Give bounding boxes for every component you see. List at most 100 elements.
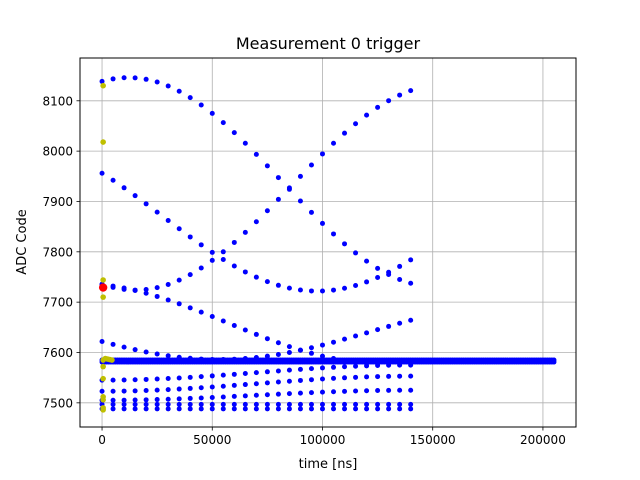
data-point bbox=[319, 220, 325, 226]
data-point bbox=[253, 151, 259, 157]
data-point bbox=[364, 374, 370, 380]
data-point bbox=[143, 397, 149, 403]
data-point bbox=[220, 401, 226, 407]
data-point bbox=[264, 369, 270, 375]
data-point bbox=[187, 406, 193, 412]
data-point bbox=[100, 294, 106, 300]
data-point bbox=[231, 130, 237, 136]
data-point bbox=[342, 241, 348, 247]
data-point bbox=[275, 406, 281, 412]
data-point bbox=[319, 406, 325, 412]
data-point bbox=[187, 305, 193, 311]
data-point bbox=[253, 392, 259, 398]
data-point bbox=[154, 293, 160, 299]
data-point bbox=[209, 384, 215, 390]
data-point bbox=[231, 393, 237, 399]
data-point bbox=[99, 170, 105, 176]
data-point bbox=[132, 388, 138, 394]
data-point bbox=[275, 282, 281, 288]
data-point bbox=[353, 406, 359, 412]
data-point bbox=[342, 401, 348, 407]
data-point bbox=[110, 401, 116, 407]
data-point bbox=[308, 209, 314, 215]
data-point bbox=[231, 401, 237, 407]
data-point bbox=[165, 353, 171, 359]
data-point bbox=[209, 257, 215, 263]
data-point bbox=[353, 250, 359, 256]
data-point bbox=[132, 287, 138, 293]
data-point bbox=[364, 401, 370, 407]
y-tick-label: 7600 bbox=[42, 346, 73, 360]
data-point bbox=[408, 257, 414, 263]
x-tick-label: 0 bbox=[98, 433, 106, 447]
data-point bbox=[319, 365, 325, 371]
data-point bbox=[110, 177, 116, 183]
data-point bbox=[253, 274, 259, 280]
data-point bbox=[308, 345, 314, 351]
data-point bbox=[353, 363, 359, 369]
data-point bbox=[220, 394, 226, 400]
data-point bbox=[176, 406, 182, 412]
x-tick-label: 200000 bbox=[520, 433, 566, 447]
y-tick-label: 7500 bbox=[42, 396, 73, 410]
data-point bbox=[198, 102, 204, 108]
data-point bbox=[187, 272, 193, 278]
data-point bbox=[220, 120, 226, 126]
data-point bbox=[319, 342, 325, 348]
data-point bbox=[397, 406, 403, 412]
data-point bbox=[353, 374, 359, 380]
data-point bbox=[176, 226, 182, 232]
data-point bbox=[342, 130, 348, 136]
data-point bbox=[198, 406, 204, 412]
data-point bbox=[132, 397, 138, 403]
data-point bbox=[100, 407, 106, 413]
data-point bbox=[353, 388, 359, 394]
y-tick-label: 7700 bbox=[42, 296, 73, 310]
data-point bbox=[209, 110, 215, 116]
data-point bbox=[264, 279, 270, 285]
data-point bbox=[397, 401, 403, 407]
data-point bbox=[242, 401, 248, 407]
data-point bbox=[308, 377, 314, 383]
data-point bbox=[209, 394, 215, 400]
data-point bbox=[264, 208, 270, 214]
data-point bbox=[143, 388, 149, 394]
data-point bbox=[110, 406, 116, 412]
data-point bbox=[297, 366, 303, 372]
data-point bbox=[275, 340, 281, 346]
data-point bbox=[264, 380, 270, 386]
data-point bbox=[308, 288, 314, 294]
data-point bbox=[319, 389, 325, 395]
data-point bbox=[364, 112, 370, 118]
data-point bbox=[297, 406, 303, 412]
data-point bbox=[319, 353, 325, 359]
data-point bbox=[375, 104, 381, 110]
data-point bbox=[375, 406, 381, 412]
data-point bbox=[364, 279, 370, 285]
data-points bbox=[98, 75, 557, 413]
data-point bbox=[408, 280, 414, 286]
data-point bbox=[386, 373, 392, 379]
data-point bbox=[100, 397, 106, 403]
data-point bbox=[231, 382, 237, 388]
data-point bbox=[353, 121, 359, 127]
data-point bbox=[165, 83, 171, 89]
data-point bbox=[242, 229, 248, 235]
data-point bbox=[231, 323, 237, 329]
data-point bbox=[408, 401, 414, 407]
data-point bbox=[408, 373, 414, 379]
data-point bbox=[154, 376, 160, 382]
data-point bbox=[308, 162, 314, 168]
data-point bbox=[397, 320, 403, 326]
data-point bbox=[100, 139, 106, 145]
data-point bbox=[275, 379, 281, 385]
data-point bbox=[397, 263, 403, 269]
data-point bbox=[121, 75, 127, 81]
data-point bbox=[353, 283, 359, 289]
data-point bbox=[264, 401, 270, 407]
data-point bbox=[297, 347, 303, 353]
data-point bbox=[242, 140, 248, 146]
data-point bbox=[286, 378, 292, 384]
data-point bbox=[253, 219, 259, 225]
